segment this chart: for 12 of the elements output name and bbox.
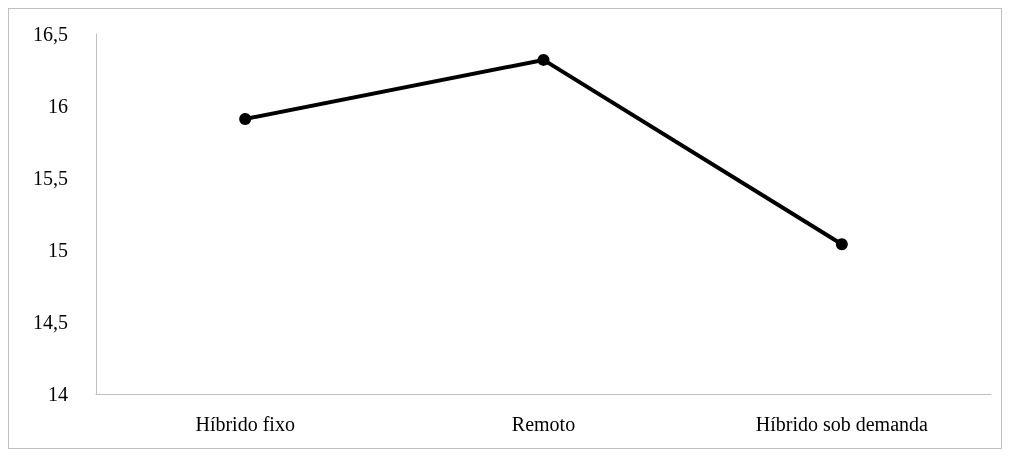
x-tick-label: Híbrido fixo bbox=[195, 413, 295, 435]
point bbox=[835, 238, 848, 251]
y-tick-label: 15,5 bbox=[33, 167, 68, 189]
x-tick-label: Híbrido sob demanda bbox=[755, 413, 929, 435]
y-tick-label: 16,5 bbox=[33, 23, 68, 45]
point bbox=[537, 53, 550, 66]
point bbox=[239, 112, 252, 125]
y-tick-label: 16 bbox=[48, 95, 68, 117]
y-tick-label: 15 bbox=[48, 239, 68, 261]
y-tick-label: 14 bbox=[48, 383, 68, 405]
x-tick-label: Remoto bbox=[511, 413, 576, 435]
y-tick-label: 14,5 bbox=[33, 311, 68, 333]
